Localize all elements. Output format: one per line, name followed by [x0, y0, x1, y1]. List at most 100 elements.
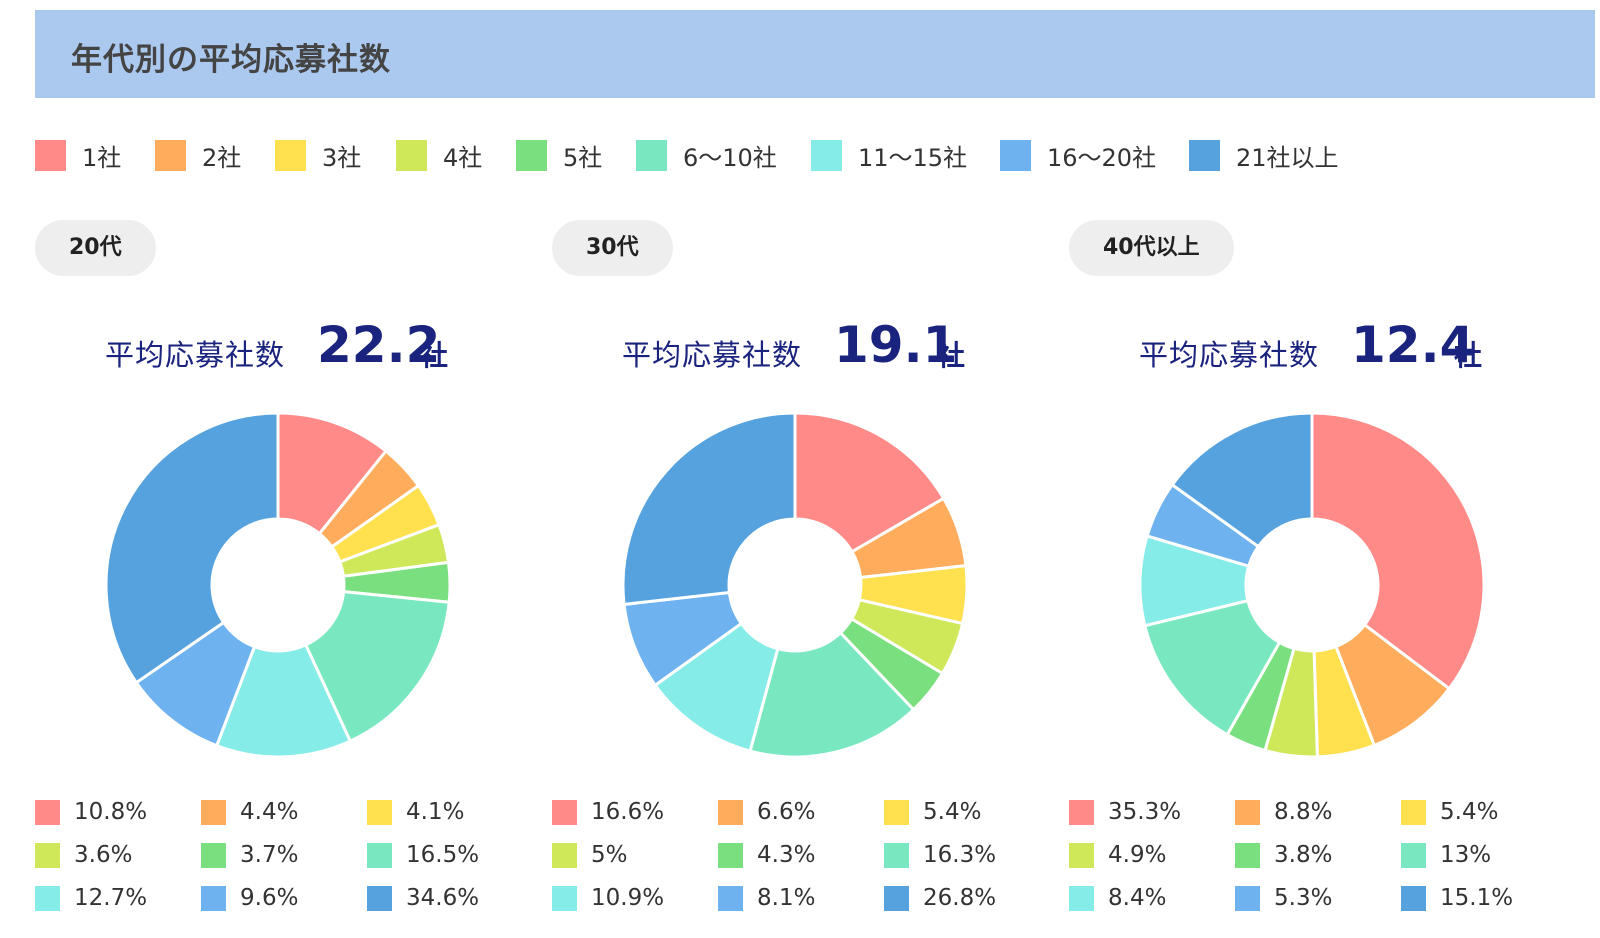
percent-swatch [201, 885, 226, 911]
percent-swatch [884, 885, 909, 911]
percent-item: 35.3% [1069, 797, 1181, 827]
donut-chart-30s [622, 412, 968, 758]
percent-value: 4.4% [240, 799, 299, 825]
percent-swatch [1069, 799, 1094, 825]
legend-item-4: 4社 [396, 138, 482, 172]
percent-swatch [884, 842, 909, 868]
percent-swatch [552, 885, 577, 911]
donut-slice-1社 [793, 412, 946, 554]
legend-swatch-6 [636, 139, 667, 171]
donut-slice-1社 [1310, 412, 1485, 691]
percent-value: 35.3% [1108, 799, 1182, 825]
age-badge: 40代以上 [1069, 220, 1234, 276]
panel-30s: 30代 平均応募社数 19.1 社 16.6% 6.6% 5.4% 5% 4.3… [552, 220, 1082, 938]
legend-item-5: 5社 [516, 138, 602, 172]
legend-item-9: 21社以上 [1189, 138, 1339, 172]
donut-slice-6～10社 [748, 630, 916, 758]
donut-slice-11～15社 [214, 642, 353, 758]
percent-value: 16.3% [923, 842, 997, 868]
legend-swatch-7 [811, 139, 842, 171]
panel-20s: 20代 平均応募社数 22.2 社 10.8% 4.4% 4.1% 3.6% 3… [35, 220, 565, 938]
percent-swatch [884, 799, 909, 825]
average-value: 12.4 [1351, 316, 1475, 374]
percent-value: 3.8% [1274, 842, 1333, 868]
percent-item: 26.8% [884, 883, 996, 913]
percent-swatch [367, 799, 392, 825]
legend-item-6: 6～10社 [636, 138, 777, 172]
percent-item: 13% [1401, 840, 1491, 870]
legend-label-9: 21社以上 [1236, 143, 1339, 172]
donut-slice-6～10社 [303, 589, 451, 744]
percent-item: 10.9% [552, 883, 664, 913]
percent-item: 16.3% [884, 840, 996, 870]
average-value: 19.1 [834, 316, 958, 374]
chart-header: 年代別の平均応募社数 [35, 10, 1595, 98]
legend-label-7: 11～15社 [858, 143, 968, 172]
percent-item: 15.1% [1401, 883, 1513, 913]
percent-swatch [1401, 885, 1426, 911]
percent-item: 8.8% [1235, 797, 1332, 827]
percent-item: 9.6% [201, 883, 298, 913]
percent-item: 4.1% [367, 797, 464, 827]
donut-chart-20s [105, 412, 451, 758]
legend-swatch-9 [1189, 139, 1220, 171]
percent-item: 4.4% [201, 797, 298, 827]
percent-value: 3.7% [240, 842, 299, 868]
average-value: 22.2 [317, 316, 441, 374]
average-label: 平均応募社数 [622, 338, 803, 372]
legend-label-6: 6～10社 [683, 143, 777, 172]
average-row: 平均応募社数 12.4 社 [1069, 310, 1599, 380]
percent-item: 16.6% [552, 797, 664, 827]
percent-value: 26.8% [923, 885, 997, 911]
percent-swatch [1069, 885, 1094, 911]
legend-label-8: 16～20社 [1047, 143, 1157, 172]
percent-swatch [35, 842, 60, 868]
age-badge: 30代 [552, 220, 673, 276]
percent-value: 16.6% [591, 799, 665, 825]
donut-slice-6～10社 [1143, 598, 1282, 737]
legend-item-7: 11～15社 [811, 138, 967, 172]
average-unit: 社 [1454, 339, 1483, 372]
percent-value: 8.8% [1274, 799, 1333, 825]
legend-label-5: 5社 [563, 143, 603, 172]
legend-label-4: 4社 [443, 143, 483, 172]
percent-item: 12.7% [35, 883, 147, 913]
legend-item-8: 16～20社 [1000, 138, 1156, 172]
percent-value: 4.1% [406, 799, 465, 825]
percent-value: 8.4% [1108, 885, 1167, 911]
percent-value: 8.1% [757, 885, 816, 911]
percent-value: 4.3% [757, 842, 816, 868]
average-unit: 社 [420, 339, 449, 372]
percent-value: 4.9% [1108, 842, 1167, 868]
percent-value: 15.1% [1440, 885, 1514, 911]
average-label: 平均応募社数 [1139, 338, 1320, 372]
percent-value: 6.6% [757, 799, 816, 825]
age-badge: 20代 [35, 220, 156, 276]
percent-item: 3.8% [1235, 840, 1332, 870]
percent-value: 12.7% [74, 885, 148, 911]
percent-item: 3.6% [35, 840, 132, 870]
percent-swatch [1401, 799, 1426, 825]
percent-swatch [1235, 842, 1260, 868]
legend-item-2: 2社 [155, 138, 241, 172]
average-label: 平均応募社数 [105, 338, 286, 372]
percent-swatch [1235, 799, 1260, 825]
average-row: 平均応募社数 19.1 社 [552, 310, 1082, 380]
percent-value: 5% [591, 842, 628, 868]
percent-swatch [1069, 842, 1094, 868]
legend: 1社 2社 3社 4社 5社 6～10社 11～15社 16～20社 21社以上 [35, 138, 1575, 172]
percent-item: 5.4% [884, 797, 981, 827]
percent-swatch [367, 842, 392, 868]
percent-swatch [552, 799, 577, 825]
percent-swatch [1235, 885, 1260, 911]
percent-value: 34.6% [406, 885, 480, 911]
donut-slice-21社以上 [1170, 412, 1314, 549]
percent-swatch [201, 799, 226, 825]
panel-40s-plus: 40代以上 平均応募社数 12.4 社 35.3% 8.8% 5.4% 4.9%… [1069, 220, 1599, 938]
legend-label-3: 3社 [322, 143, 362, 172]
legend-swatch-4 [396, 139, 427, 171]
percent-item: 5% [552, 840, 628, 870]
percent-item: 4.3% [718, 840, 815, 870]
percent-item: 6.6% [718, 797, 815, 827]
legend-item-3: 3社 [275, 138, 361, 172]
